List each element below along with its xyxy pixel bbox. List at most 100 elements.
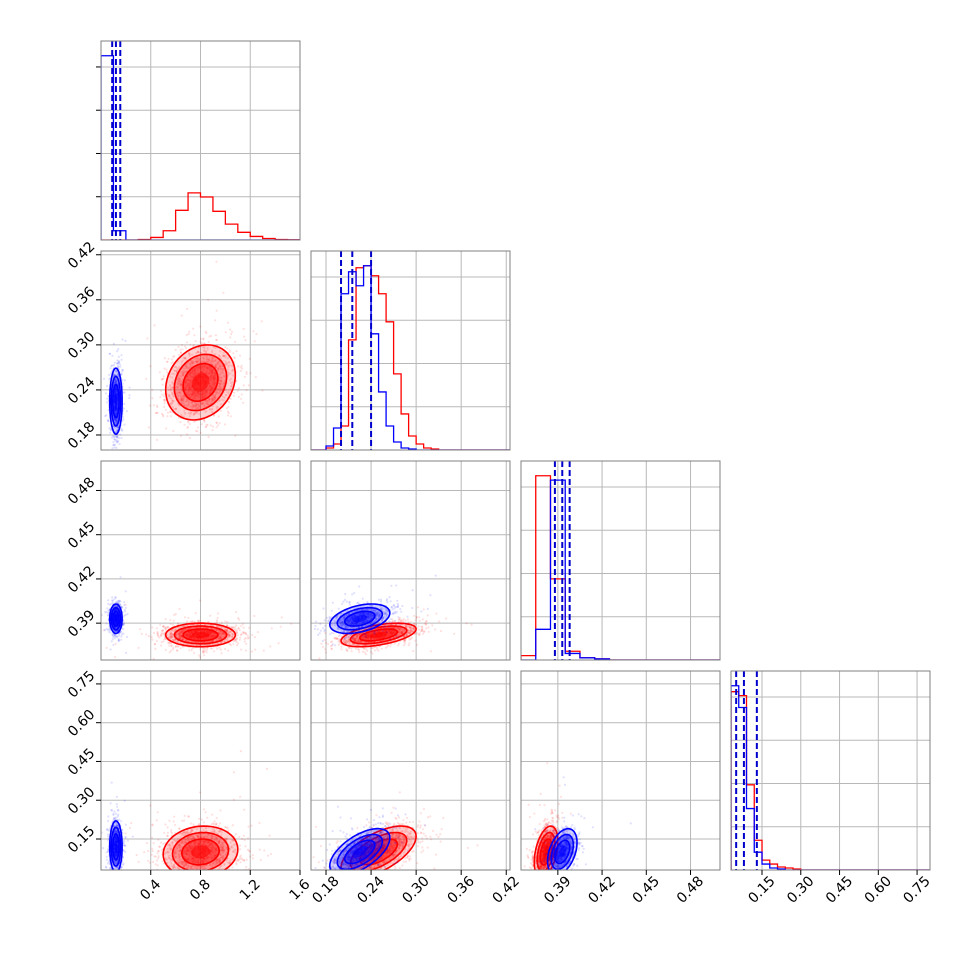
panel-frame xyxy=(100,40,301,241)
y-tick-label: 0.45 xyxy=(65,519,98,552)
density-contour xyxy=(344,610,376,627)
grid-lines xyxy=(101,41,300,240)
density-contour xyxy=(173,625,228,645)
y-tick-label: 0.24 xyxy=(65,374,98,407)
x-tick-label: 0.4 xyxy=(137,876,164,903)
density-fill xyxy=(558,846,566,858)
density-fill xyxy=(114,615,118,623)
y-tick-label: 0.15 xyxy=(65,823,98,856)
density-contour xyxy=(164,344,237,421)
y-tick-label: 0.60 xyxy=(65,707,98,740)
y-tick-label: 0.48 xyxy=(65,475,98,508)
x-tick-label: 0.42 xyxy=(490,873,523,906)
panel-frame xyxy=(310,460,511,661)
density-contour xyxy=(536,831,556,870)
density-fill xyxy=(352,615,368,623)
y-tick-label: 0.30 xyxy=(65,329,98,362)
y-tick-label: 0.30 xyxy=(65,784,98,817)
density-contour xyxy=(328,603,391,635)
density-contour xyxy=(162,825,239,870)
scatter-panel-0-3 xyxy=(100,670,301,871)
grid-lines xyxy=(731,671,930,870)
panel-frame xyxy=(100,250,301,451)
density-contour xyxy=(358,838,399,866)
histogram-series-a xyxy=(311,265,510,450)
density-contour xyxy=(110,826,122,867)
axes-labels: 0.4 0.8 1.2 1.6 0.18 0.24 0.30 0.36 0.42 0.39 0.42… xyxy=(65,239,934,907)
density-contour xyxy=(336,833,384,870)
y-tick-label: 0.18 xyxy=(65,419,98,452)
panel-frame xyxy=(520,670,721,871)
x-tick-label: 0.15 xyxy=(745,873,778,906)
density-fill xyxy=(352,846,368,858)
density-fill xyxy=(114,840,118,854)
panel-frame xyxy=(730,670,931,871)
histogram-series-a xyxy=(731,691,930,870)
density-contour xyxy=(108,367,123,436)
x-tick-label: 0.36 xyxy=(445,873,478,906)
y-tick-label: 0.45 xyxy=(65,745,98,778)
x-tick-label: 0.45 xyxy=(630,873,663,906)
histogram-panel-3 xyxy=(730,670,931,871)
density-contour xyxy=(358,628,399,642)
x-tick-label: 0.24 xyxy=(354,873,387,906)
density-contour xyxy=(349,625,408,645)
density-contour xyxy=(554,839,571,865)
y-tick-label: 0.39 xyxy=(65,607,98,640)
scatter-panel-1-2 xyxy=(310,460,511,661)
histogram-panel-2 xyxy=(520,460,721,661)
density-contour xyxy=(171,831,230,870)
density-contour xyxy=(340,825,417,870)
histogram-panel-0 xyxy=(96,40,301,241)
density-contour xyxy=(336,606,384,631)
density-contour xyxy=(110,606,122,631)
scatter-points-a xyxy=(145,260,264,441)
x-tick-label: 1.2 xyxy=(237,876,264,903)
scatter-panel-1-3 xyxy=(310,670,511,871)
grid-lines xyxy=(311,461,510,660)
x-tick-label: 0.8 xyxy=(187,876,214,903)
x-tick-label: 1.6 xyxy=(286,876,313,903)
density-contour xyxy=(164,622,237,648)
x-tick-label: 0.75 xyxy=(900,873,933,906)
histogram-series-b xyxy=(731,685,930,870)
density-fill xyxy=(114,392,118,410)
y-tick-label: 0.42 xyxy=(65,239,98,272)
histogram-series-b xyxy=(311,265,510,450)
y-tick-label: 0.75 xyxy=(65,668,98,701)
density-contour xyxy=(344,839,376,865)
density-contour xyxy=(112,832,120,861)
scatter-panel-2-3 xyxy=(520,670,721,871)
density-contour xyxy=(180,838,221,866)
panel-frame xyxy=(100,460,301,661)
x-tick-label: 0.60 xyxy=(862,873,895,906)
x-tick-label: 0.39 xyxy=(541,873,574,906)
y-tick-label: 0.36 xyxy=(65,284,98,317)
density-contour xyxy=(112,383,120,419)
x-tick-label: 0.45 xyxy=(823,873,856,906)
density-contour xyxy=(539,838,553,866)
x-tick-label: 0.42 xyxy=(585,873,618,906)
density-contour xyxy=(173,353,228,412)
density-contour xyxy=(550,833,575,870)
density-fill xyxy=(191,373,210,392)
x-tick-label: 0.30 xyxy=(784,873,817,906)
panel-frame xyxy=(310,670,511,871)
scatter-panel-0-2 xyxy=(100,460,301,661)
x-tick-label: 0.30 xyxy=(399,873,432,906)
density-contour xyxy=(108,603,123,635)
scatter-panel-0-1 xyxy=(100,250,301,451)
density-fill xyxy=(191,632,210,638)
density-contour xyxy=(182,362,219,403)
histogram-panel-1 xyxy=(310,250,511,451)
density-fill xyxy=(191,845,210,859)
density-contour xyxy=(546,827,578,870)
density-contour xyxy=(182,628,219,642)
panel-frame xyxy=(520,460,721,661)
density-contour xyxy=(340,622,417,648)
histogram-series-b xyxy=(521,479,720,660)
density-contour xyxy=(110,375,122,427)
density-contour xyxy=(108,820,123,870)
density-fill xyxy=(369,632,388,638)
